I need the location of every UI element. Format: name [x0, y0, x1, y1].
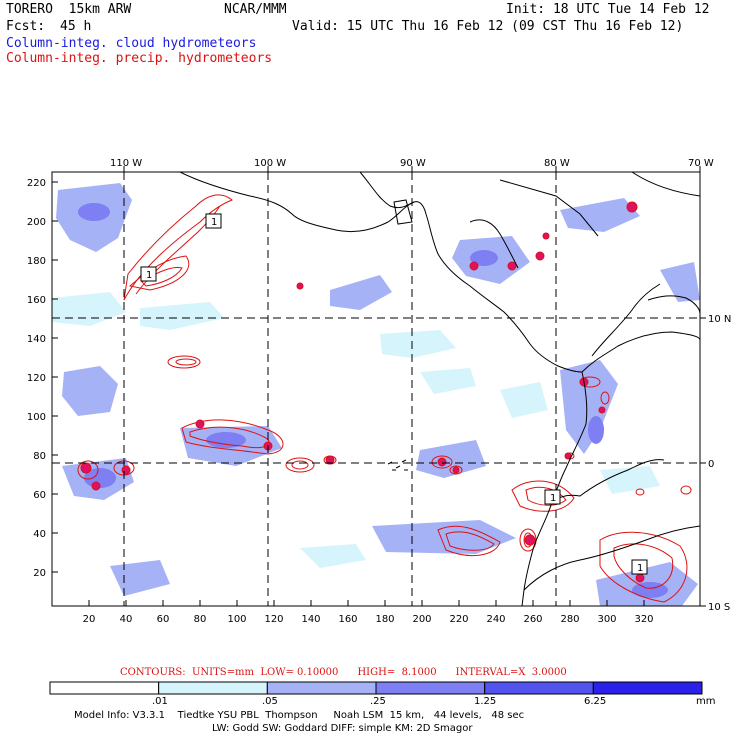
grid-y-label: 200 [27, 217, 46, 228]
contour-label: 1 [550, 493, 556, 504]
grid-x-label: 140 [301, 614, 320, 625]
bottom-grid-labels: 20 40 60 80 100 120 140 160 180 200 220 … [83, 614, 654, 625]
top-lon-labels: 110 W 100 W 90 W 80 W 70 W [110, 158, 714, 169]
colorbar-segment [266, 681, 377, 695]
right-lat-labels: 10 N 0 10 S [708, 314, 731, 613]
grid-x-label: 80 [194, 614, 207, 625]
precip-contours [77, 194, 692, 603]
plot-frame [51, 171, 701, 607]
grid-y-label: 80 [33, 451, 46, 462]
colorbar-segment [592, 681, 703, 695]
grid-x-label: 240 [486, 614, 505, 625]
grid-y-label: 60 [33, 490, 46, 501]
lat-label: 0 [708, 459, 714, 470]
model-info-line2: LW: Godd SW: Goddard DIFF: simple KM: 2D… [212, 723, 473, 734]
field-cloud-legend: Column-integ. cloud hydrometeors [6, 36, 257, 51]
precip-cores [80, 201, 645, 583]
colorbar-segment [49, 681, 160, 695]
lon-label: 70 W [688, 158, 714, 169]
grid-x-label: 40 [120, 614, 133, 625]
colorbar-segment [484, 681, 594, 695]
contour-label: 1 [211, 217, 217, 228]
left-grid-labels: 220 200 180 160 140 120 100 80 60 40 20 [27, 178, 46, 579]
lon-label: 80 W [544, 158, 570, 169]
colorbar-units: mm [696, 696, 716, 707]
colorbar-tick-label: .05 [262, 696, 278, 707]
lat-label: 10 S [708, 602, 730, 613]
grid-x-label: 260 [523, 614, 542, 625]
colorbar [49, 681, 703, 695]
forecast-hours: 45 h [60, 19, 92, 34]
colorbar-segment [158, 681, 268, 695]
grid-x-label: 120 [264, 614, 283, 625]
grid-y-label: 160 [27, 295, 46, 306]
valid-time: Valid: 15 UTC Thu 16 Feb 12 (09 CST Thu … [292, 19, 684, 34]
field-precip-legend: Column-integ. precip. hydrometeors [6, 51, 273, 66]
cloud-shading [52, 183, 700, 606]
grid-y-label: 220 [27, 178, 46, 189]
contour-label: 1 [637, 563, 643, 574]
colorbar-tick-label: .01 [152, 696, 168, 707]
org-label: NCAR/MMM [224, 2, 287, 17]
grid-x-label: 300 [597, 614, 616, 625]
colorbar-tick-label: 1.25 [474, 696, 497, 707]
grid-y-label: 120 [27, 373, 46, 384]
grid-x-label: 60 [157, 614, 170, 625]
lat-label: 10 N [708, 314, 731, 325]
grid-x-label: 100 [227, 614, 246, 625]
grid-x-label: 160 [338, 614, 357, 625]
grid-x-label: 20 [83, 614, 96, 625]
grid-x-label: 220 [449, 614, 468, 625]
lat-lon-grid [52, 172, 700, 606]
grid-y-label: 40 [33, 529, 46, 540]
forecast-label: Fcst: [6, 19, 46, 34]
contour-info: CONTOURS: UNITS=mm LOW= 0.10000 HIGH= 8.… [120, 667, 567, 678]
lon-label: 100 W [254, 158, 286, 169]
colorbar-tick-label: 6.25 [584, 696, 607, 707]
axis-ticks [52, 166, 706, 607]
grid-x-label: 320 [634, 614, 653, 625]
grid-x-label: 200 [412, 614, 431, 625]
lon-label: 90 W [400, 158, 426, 169]
contour-label: 1 [146, 270, 152, 281]
grid-y-label: 100 [27, 412, 46, 423]
grid-y-label: 140 [27, 334, 46, 345]
init-time: Init: 18 UTC Tue 14 Feb 12 [506, 2, 710, 17]
model-title: TORERO 15km ARW [6, 2, 132, 17]
contour-label-boxes: 1 1 1 1 [140, 213, 648, 575]
colorbar-segment [375, 681, 486, 695]
grid-x-label: 280 [560, 614, 579, 625]
grid-y-label: 180 [27, 256, 46, 267]
model-info-line1: Model Info: V3.3.1 Tiedtke YSU PBL Thomp… [74, 710, 525, 721]
grid-x-label: 180 [375, 614, 394, 625]
lon-label: 110 W [110, 158, 142, 169]
grid-y-label: 20 [33, 568, 46, 579]
coastlines [179, 172, 700, 606]
colorbar-tick-label: .25 [370, 696, 386, 707]
